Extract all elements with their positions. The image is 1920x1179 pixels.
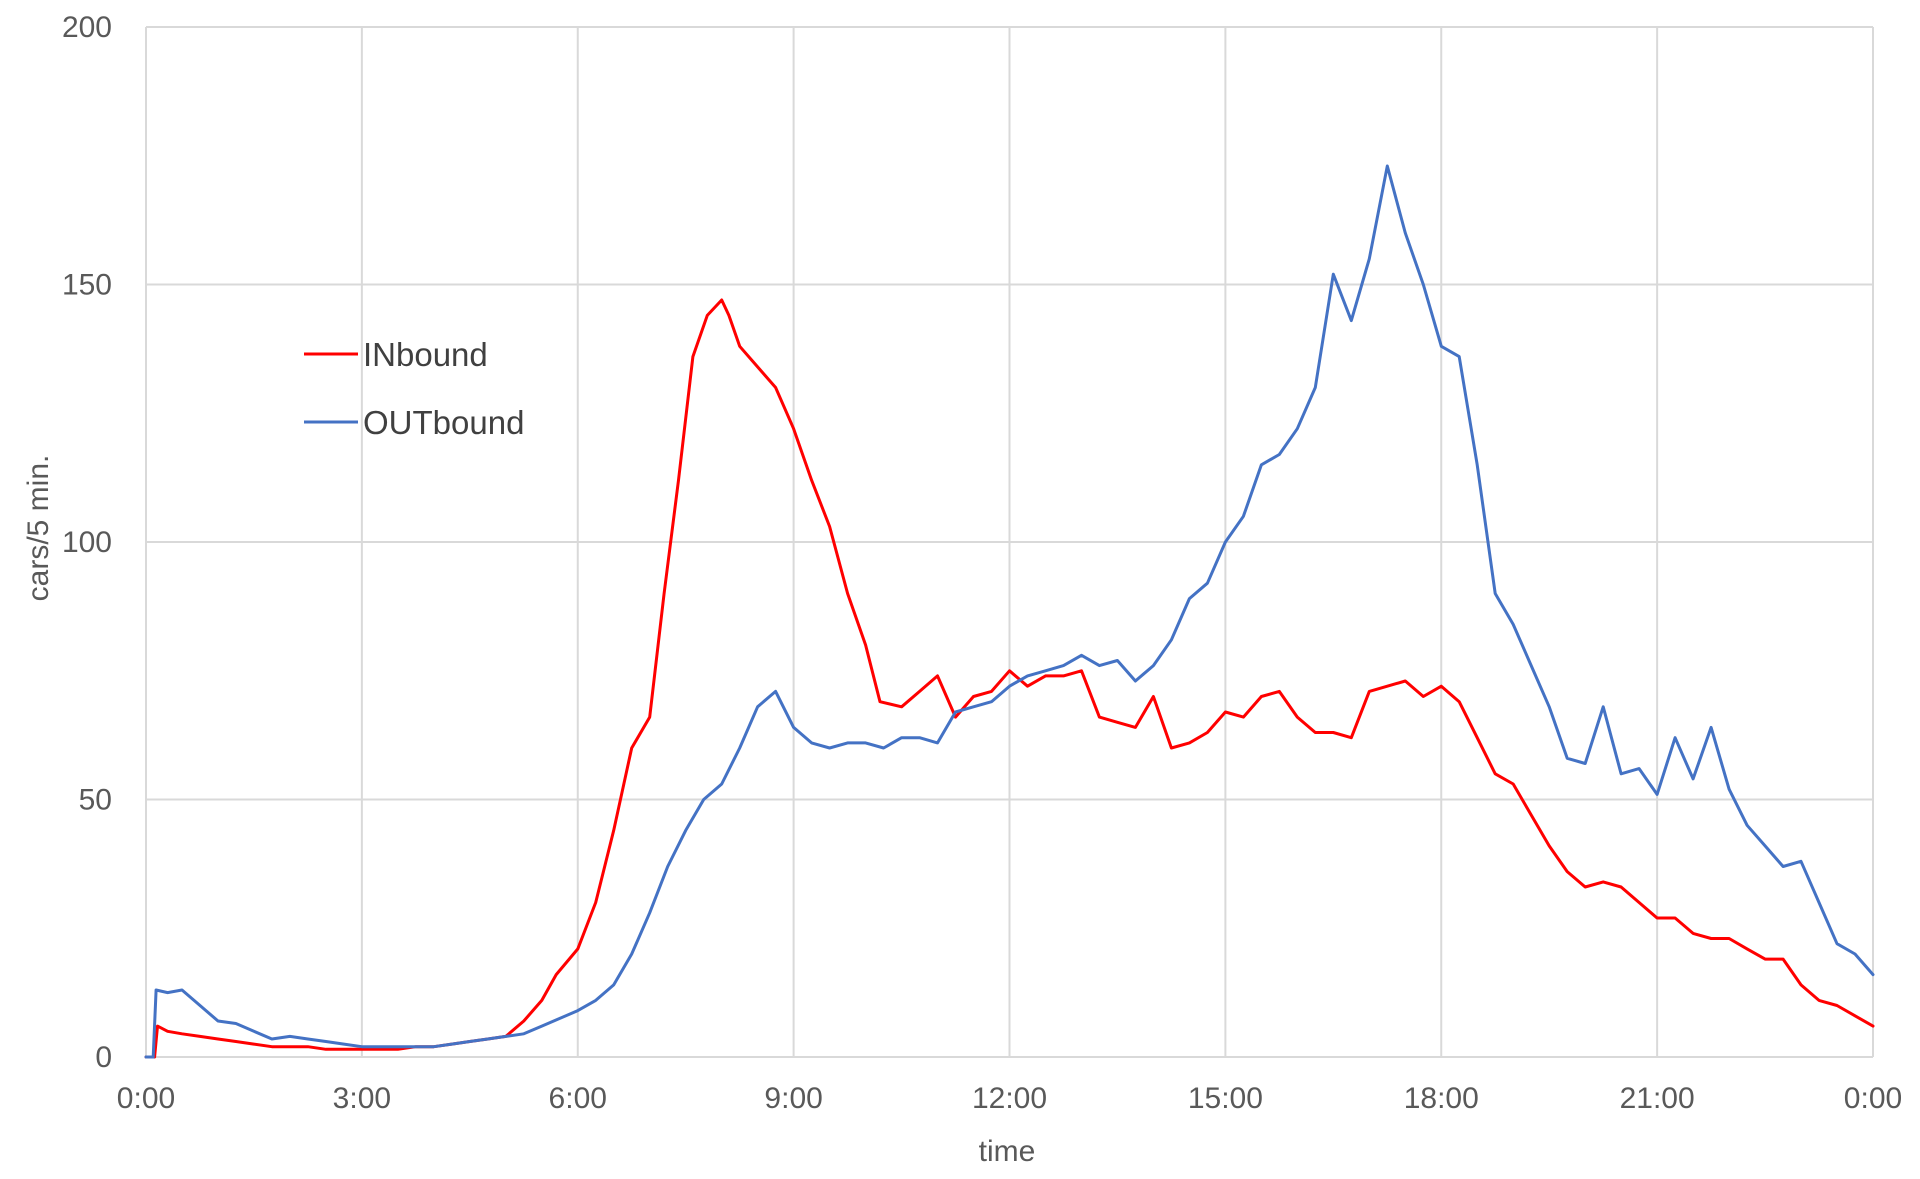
y-tick-label: 50 bbox=[79, 784, 112, 817]
x-tick-label: 18:00 bbox=[1404, 1082, 1479, 1115]
grid-lines bbox=[145, 26, 1874, 1058]
y-tick-label: 100 bbox=[62, 526, 112, 559]
series-lines bbox=[144, 164, 1875, 1059]
legend-label-inbound: INbound bbox=[363, 336, 488, 373]
x-tick-label: 6:00 bbox=[549, 1082, 607, 1115]
y-tick-label: 200 bbox=[62, 11, 112, 44]
x-tick-label: 0:00 bbox=[1844, 1082, 1902, 1115]
x-tick-label: 15:00 bbox=[1188, 1082, 1263, 1115]
y-axis-title: cars/5 min. bbox=[22, 455, 55, 602]
x-tick-label: 12:00 bbox=[972, 1082, 1047, 1115]
y-tick-label: 150 bbox=[62, 269, 112, 302]
x-tick-label: 3:00 bbox=[333, 1082, 391, 1115]
x-axis-title: time bbox=[979, 1135, 1036, 1168]
y-tick-label: 0 bbox=[95, 1041, 112, 1074]
x-tick-label: 21:00 bbox=[1620, 1082, 1695, 1115]
y-tick-labels: 0 50 100 150 200 bbox=[62, 11, 112, 1074]
legend: INbound OUTbound bbox=[304, 336, 524, 441]
series-line-outbound bbox=[144, 164, 1875, 1059]
x-tick-labels: 0:00 3:00 6:00 9:00 12:00 15:00 18:00 21:00 0:00 bbox=[117, 1082, 1902, 1115]
legend-label-outbound: OUTbound bbox=[363, 404, 524, 441]
x-tick-label: 0:00 bbox=[117, 1082, 175, 1115]
x-tick-label: 9:00 bbox=[764, 1082, 822, 1115]
